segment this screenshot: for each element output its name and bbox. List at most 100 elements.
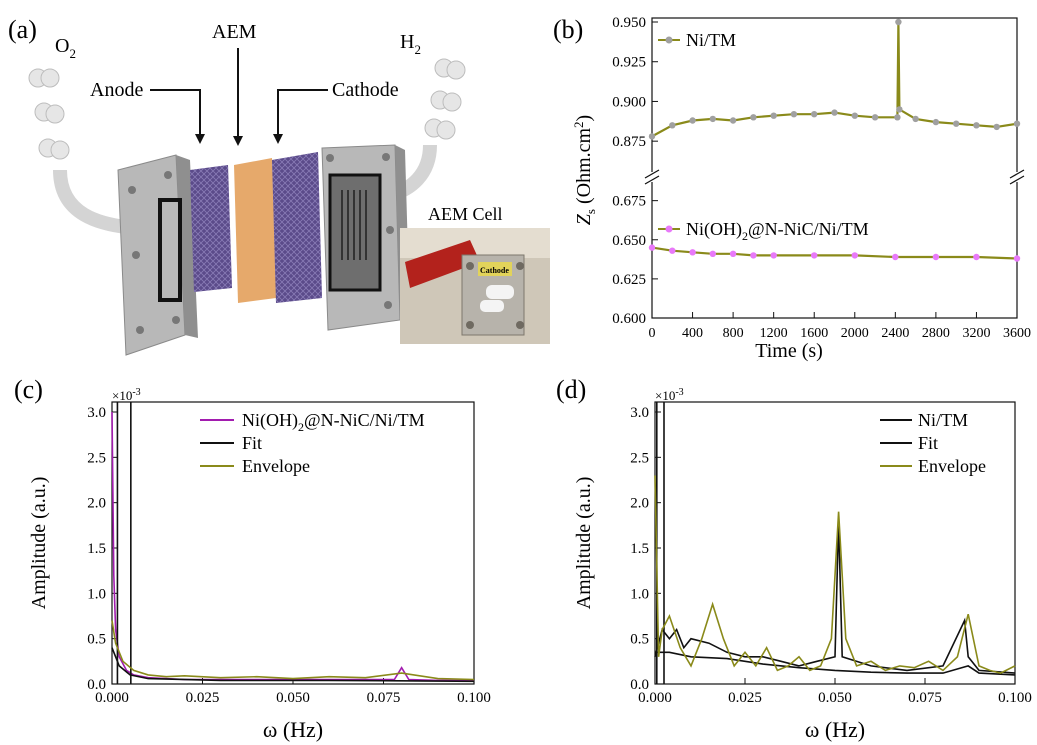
h2-label: H2 bbox=[400, 31, 421, 57]
x-tick-label: 0.025 bbox=[186, 690, 220, 706]
y-tick-label: 0.875 bbox=[612, 134, 646, 150]
data-point bbox=[669, 122, 676, 129]
x-tick-label: 3600 bbox=[1003, 326, 1031, 341]
x-tick-label: 0 bbox=[649, 326, 656, 341]
electrolyzer-schematic: O2 H2 bbox=[28, 21, 550, 356]
panel-label-b: (b) bbox=[553, 15, 583, 44]
y-axis-title: Amplitude (a.u.) bbox=[28, 477, 50, 610]
axis-break-mark bbox=[644, 169, 1025, 185]
data-point bbox=[729, 117, 737, 124]
data-point bbox=[709, 250, 716, 257]
legend-label: Ni(OH)2@N-NiC/Ni/TM bbox=[686, 219, 869, 243]
axis-multiplier: ×10-3 bbox=[655, 387, 684, 403]
x-axis-title: ω (Hz) bbox=[805, 717, 865, 742]
cathode-arrow bbox=[277, 89, 328, 138]
y-tick-label: 1.5 bbox=[630, 541, 649, 557]
x-tick-label: 0.075 bbox=[367, 690, 401, 706]
data-point bbox=[851, 252, 858, 259]
series-line-ni-tm bbox=[654, 520, 1016, 674]
data-point bbox=[669, 247, 676, 254]
panel-label-a: (a) bbox=[8, 15, 37, 44]
data-point bbox=[953, 120, 960, 127]
cathode-arrowhead bbox=[273, 134, 283, 144]
anode-end-plate bbox=[117, 154, 198, 356]
data-point bbox=[770, 112, 777, 119]
series-line-fit bbox=[111, 647, 475, 683]
y-tick-label: 0.5 bbox=[630, 632, 649, 648]
y-tick-label: 0.600 bbox=[612, 311, 646, 327]
data-point bbox=[811, 111, 818, 118]
y-tick-label: 0.650 bbox=[612, 233, 646, 249]
legend-nioh2: Ni(OH)2@N-NiC/Ni/TM bbox=[658, 219, 869, 243]
data-point bbox=[689, 249, 696, 256]
data-point bbox=[831, 109, 838, 116]
y-tick-label: 1.5 bbox=[87, 541, 106, 557]
data-point bbox=[932, 253, 940, 261]
y-tick-label: 2.5 bbox=[630, 450, 649, 466]
x-tick-label: 400 bbox=[682, 326, 703, 341]
o2-label: O2 bbox=[55, 35, 76, 61]
aem-label: AEM bbox=[212, 21, 257, 43]
y-tick-label: 1.0 bbox=[630, 586, 649, 602]
data-point bbox=[993, 123, 1000, 131]
y-tick-label: 0.5 bbox=[87, 632, 106, 648]
x-tick-label: 800 bbox=[723, 326, 744, 341]
data-point bbox=[973, 122, 980, 129]
plot-frame bbox=[651, 17, 1018, 319]
cathode-label: Cathode bbox=[332, 79, 399, 101]
x-tick-label: 2000 bbox=[841, 326, 869, 341]
data-point bbox=[811, 252, 818, 259]
series-line-ni-oh-2-n-nic-ni-tm bbox=[111, 411, 474, 682]
x-tick-label: 0.050 bbox=[276, 690, 310, 706]
panel-c-chart: 0.000 0.025 0.050 0.075 0.100 0.0 0.5 1.0 1.5 2.0… bbox=[28, 387, 491, 742]
x-tick-label: 0.000 bbox=[95, 690, 129, 706]
y-tick-label: 0.625 bbox=[612, 272, 646, 288]
x-tick-label: 1600 bbox=[800, 326, 828, 341]
data-point bbox=[912, 115, 919, 123]
photo-cathode-tag: Cathode bbox=[480, 266, 509, 275]
y-tick-label: 2.0 bbox=[630, 496, 649, 512]
data-point bbox=[750, 252, 757, 259]
data-point bbox=[648, 133, 656, 140]
data-point bbox=[750, 114, 757, 121]
data-point bbox=[932, 118, 940, 126]
legend-label: Ni/TM bbox=[686, 30, 736, 50]
data-point bbox=[896, 106, 903, 113]
anode-arrow bbox=[150, 89, 201, 138]
oxygen-bubbles-icon bbox=[28, 68, 70, 160]
x-tick-label: 3200 bbox=[962, 326, 990, 341]
legend-label: Ni/TM bbox=[918, 410, 968, 430]
hydrogen-bubbles-icon bbox=[424, 58, 466, 140]
x-tick-label: 0.100 bbox=[998, 690, 1032, 706]
legend-ni-tm: Ni/TM bbox=[658, 30, 736, 50]
x-tick-label: 2400 bbox=[881, 326, 909, 341]
panel-label-c: (c) bbox=[14, 375, 43, 404]
x-axis-title: ω (Hz) bbox=[263, 717, 323, 742]
series-line-envelope bbox=[654, 475, 1016, 674]
panel-label-d: (d) bbox=[556, 375, 586, 404]
series-line-nioh2 bbox=[651, 246, 1018, 260]
data-point bbox=[790, 111, 798, 118]
anode-arrowhead bbox=[195, 134, 205, 144]
y-axis-title: Zs (Ohm.cm2) bbox=[571, 115, 598, 225]
y-tick-label: 1.0 bbox=[87, 586, 106, 602]
y-tick-label: 0.925 bbox=[612, 55, 646, 71]
y-tick-label: 0.900 bbox=[612, 94, 646, 110]
aem-arrowhead bbox=[233, 136, 243, 146]
x-tick-label: 2800 bbox=[922, 326, 950, 341]
y-tick-label: 0.0 bbox=[630, 677, 649, 693]
panel-d-chart: 0.000 0.025 0.050 0.075 0.100 0.0 0.5 1.0 1.5 2.0… bbox=[573, 387, 1032, 742]
cathode-end-plate bbox=[321, 144, 410, 331]
data-point bbox=[1013, 255, 1021, 262]
legend-label: Ni(OH)2@N-NiC/Ni/TM bbox=[242, 410, 425, 434]
panel-b-chart: 0 400 800 1200 1600 2000 2400 2800 3200 3600 0.875… bbox=[571, 15, 1031, 362]
x-tick-label: 0.000 bbox=[638, 690, 672, 706]
data-point bbox=[892, 253, 899, 261]
x-tick-label: 0.050 bbox=[818, 690, 852, 706]
axis-multiplier: ×10-3 bbox=[112, 387, 141, 403]
y-axis-title: Amplitude (a.u.) bbox=[573, 477, 595, 610]
data-point bbox=[973, 253, 980, 261]
y-tick-label: 0.675 bbox=[612, 194, 646, 210]
data-point bbox=[729, 250, 737, 257]
anode-mesh bbox=[190, 165, 232, 292]
